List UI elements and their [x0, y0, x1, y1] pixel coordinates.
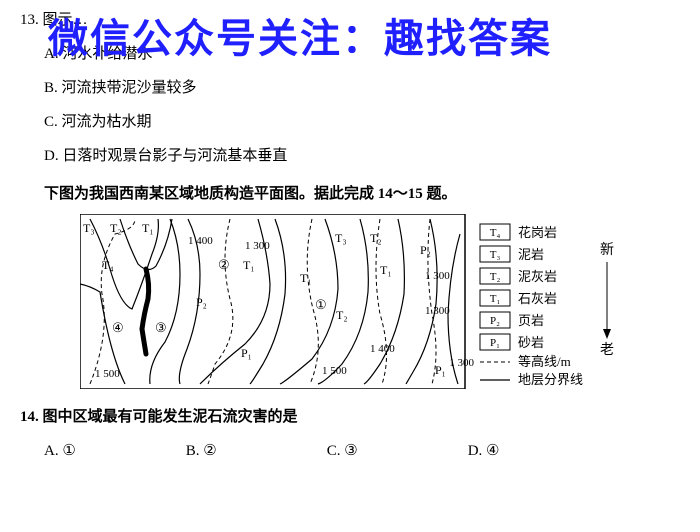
svg-text:P₁: P₁: [435, 363, 446, 377]
svg-text:石灰岩: 石灰岩: [518, 291, 557, 306]
svg-text:T₂: T₂: [110, 221, 122, 235]
svg-text:1 300: 1 300: [449, 357, 474, 369]
svg-text:T₃: T₃: [83, 221, 95, 235]
figure-wrap: 1 400 1 300 1 500 1 500 1 400 1 300 1 300 T₃ T₂ T…: [20, 214, 680, 397]
svg-text:T₁: T₁: [243, 258, 255, 272]
watermark-text: 微信公众号关注：趣找答案: [48, 6, 552, 64]
svg-text:T₂: T₂: [370, 231, 382, 245]
svg-text:③: ③: [155, 320, 167, 335]
q14-opt-c: C. ③: [327, 439, 358, 463]
svg-text:P₂: P₂: [196, 295, 207, 309]
svg-text:1 400: 1 400: [188, 235, 213, 247]
svg-text:T₁: T₁: [380, 263, 392, 277]
svg-text:等高线/m: 等高线/m: [518, 354, 571, 369]
svg-text:T₂: T₂: [336, 308, 348, 322]
svg-text:砂岩: 砂岩: [518, 335, 544, 350]
svg-text:T₁: T₁: [490, 293, 501, 305]
svg-text:T₁: T₁: [142, 221, 154, 235]
svg-text:②: ②: [218, 257, 230, 272]
page-content: 13. 图示… A. 河水补给潜水 B. 河流挟带泥沙量较多 C. 河流为枯水期…: [0, 0, 700, 463]
svg-text:T₂: T₂: [490, 271, 501, 283]
svg-text:1 300: 1 300: [425, 305, 450, 317]
q13-opt-c: C. 河流为枯水期: [44, 110, 680, 134]
svg-text:P₂: P₂: [420, 243, 431, 257]
svg-text:P₂: P₂: [490, 315, 500, 327]
svg-text:T₃: T₃: [490, 249, 501, 261]
q14-opt-d: D. ④: [468, 439, 500, 463]
svg-text:P₁: P₁: [241, 346, 252, 360]
q13-opt-b: B. 河流挟带泥沙量较多: [44, 76, 680, 100]
svg-text:泥灰岩: 泥灰岩: [518, 269, 557, 284]
figure-intro: 下图为我国西南某区域地质构造平面图。据此完成 14～15 题。: [44, 182, 680, 206]
svg-text:1 300: 1 300: [245, 240, 270, 252]
q14-opt-a: A. ①: [44, 439, 76, 463]
svg-text:老: 老: [600, 342, 614, 358]
svg-text:T₃: T₃: [335, 231, 347, 245]
svg-text:T₄: T₄: [102, 258, 114, 272]
svg-text:页岩: 页岩: [518, 313, 544, 328]
svg-text:地层分界线: 地层分界线: [518, 372, 583, 387]
svg-text:1 500: 1 500: [95, 368, 120, 380]
svg-text:①: ①: [315, 297, 327, 312]
svg-text:④: ④: [112, 320, 124, 335]
svg-text:T₁: T₁: [300, 271, 312, 285]
svg-text:1 400: 1 400: [370, 343, 395, 355]
svg-text:P₁: P₁: [490, 337, 500, 349]
geology-map: 1 400 1 300 1 500 1 500 1 400 1 300 1 300 T₃ T₂ T…: [80, 214, 620, 389]
svg-text:T₄: T₄: [490, 227, 501, 239]
svg-text:花岗岩: 花岗岩: [518, 225, 557, 240]
svg-text:1 300: 1 300: [425, 270, 450, 282]
svg-text:1 500: 1 500: [322, 365, 347, 377]
svg-text:泥岩: 泥岩: [518, 247, 544, 262]
q13-opt-d: D. 日落时观景台影子与河流基本垂直: [44, 144, 680, 168]
svg-text:新: 新: [600, 242, 614, 258]
q14-options: A. ① B. ② C. ③ D. ④: [20, 439, 680, 463]
q14-stem: 14. 图中区域最有可能发生泥石流灾害的是: [20, 405, 680, 429]
q14-opt-b: B. ②: [186, 439, 217, 463]
